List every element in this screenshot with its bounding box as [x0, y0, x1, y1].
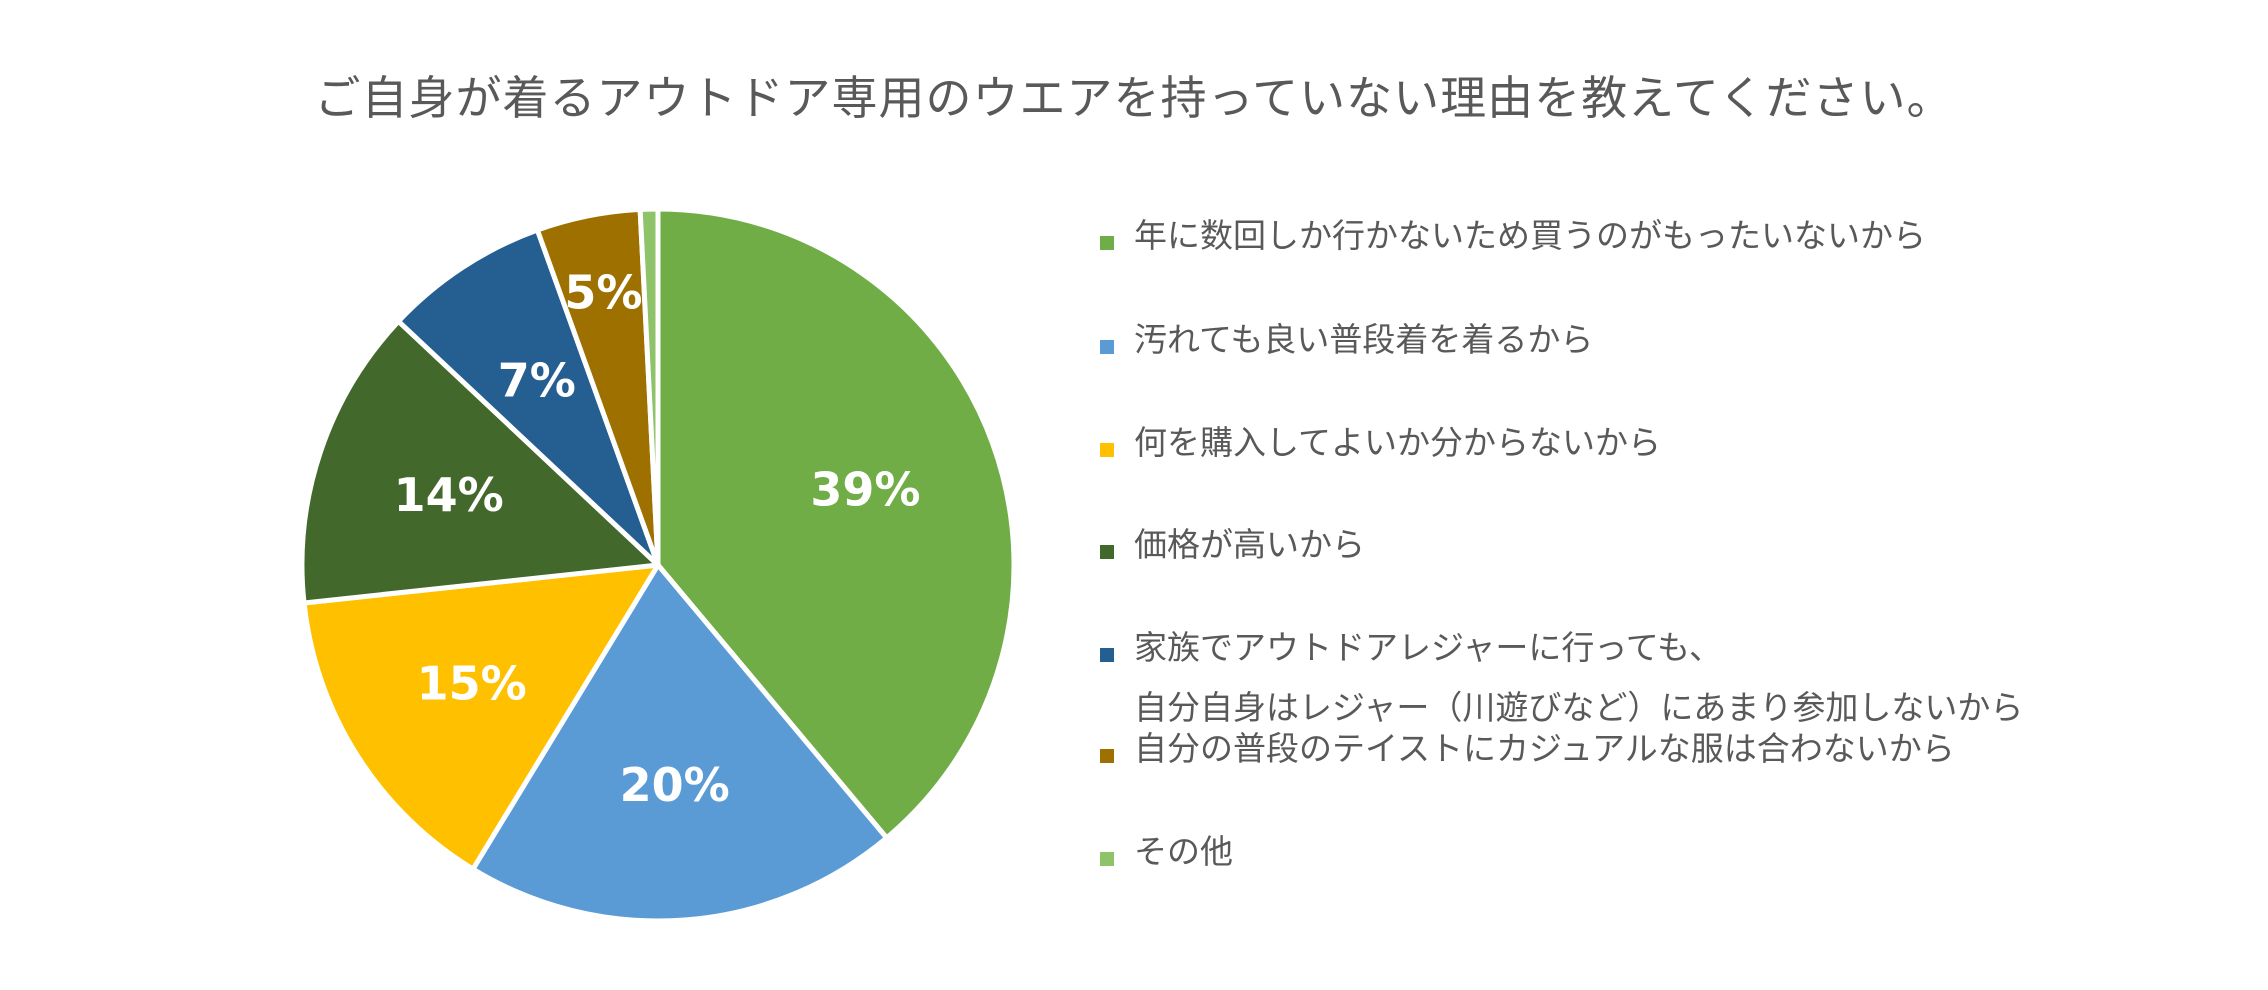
- slice-data-label: 20%: [620, 758, 730, 812]
- slice-data-label: 5%: [564, 266, 642, 320]
- legend-label-line2: 自分自身はレジャー（川遊びなど）にあまり参加しないから: [1134, 688, 2024, 727]
- chart-title: ご自身が着るアウトドア専用のウエアを持っていない理由を教えてください。: [314, 71, 1954, 125]
- slice-data-label: 7%: [498, 354, 576, 408]
- legend-marker-icon: [1100, 236, 1114, 250]
- legend-label: 年に数回しか行かないため買うのがもったいないから: [1134, 216, 1926, 255]
- pie-slice: [395, 227, 661, 568]
- legend-marker-icon: [1100, 545, 1114, 559]
- slice-data-label: 39%: [810, 463, 920, 517]
- legend-label: その他: [1134, 832, 1233, 871]
- pie-slice: [470, 562, 890, 924]
- legend-label: 自分の普段のテイストにカジュアルな服は合わないから: [1134, 729, 1955, 768]
- legend-label: 家族でアウトドアレジャーに行っても、: [1134, 628, 1723, 667]
- pie-slice: [637, 206, 661, 568]
- legend-marker-icon: [1100, 749, 1114, 763]
- legend-marker-icon: [1100, 852, 1114, 866]
- pie-slice: [299, 318, 661, 606]
- slice-data-label: 15%: [417, 656, 527, 710]
- legend-marker-icon: [1100, 443, 1114, 457]
- legend-label: 価格が高いから: [1134, 525, 1365, 564]
- legend-marker-icon: [1100, 648, 1114, 662]
- legend-label: 何を購入してよいか分からないから: [1134, 423, 1662, 462]
- pie-slice: [655, 206, 1017, 841]
- legend-label: 汚れても良い普段着を着るから: [1134, 320, 1594, 359]
- pie-slice: [301, 562, 661, 872]
- slice-data-label: 14%: [394, 468, 504, 522]
- legend-marker-icon: [1100, 340, 1114, 354]
